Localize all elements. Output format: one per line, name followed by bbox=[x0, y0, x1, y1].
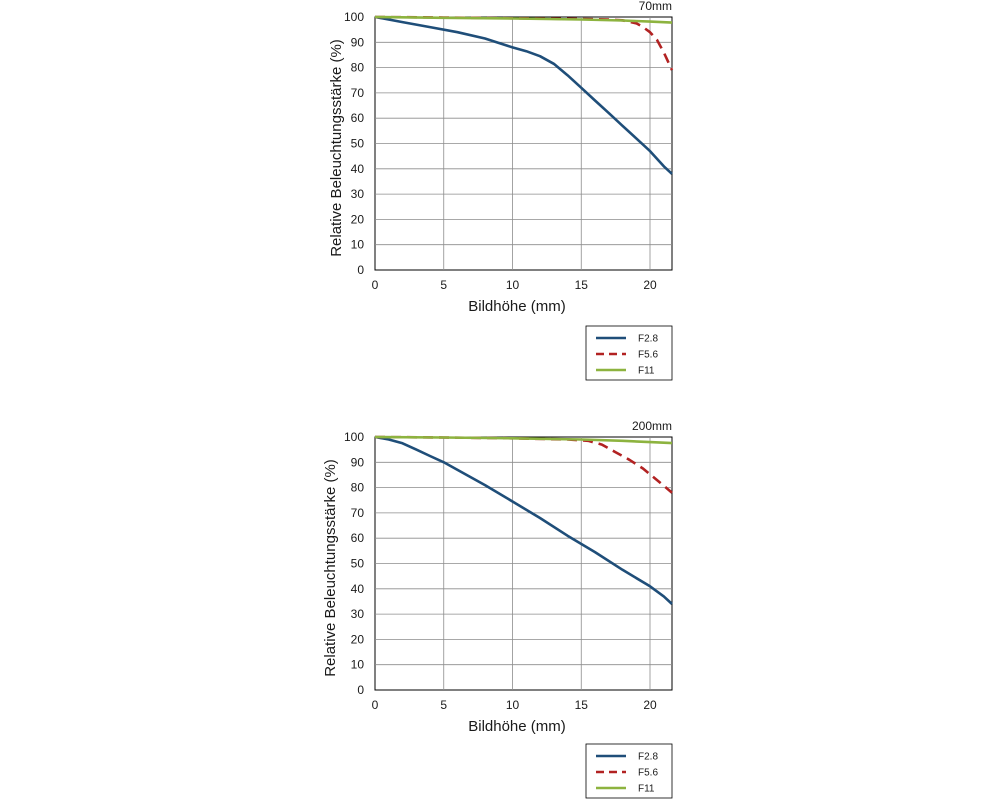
series-lines-200mm bbox=[374, 435, 673, 605]
x-tick-label-200mm: 5 bbox=[440, 698, 447, 712]
y-tick-labels-70mm: 0 10 20 30 40 50 60 70 80 90 100 bbox=[344, 10, 364, 277]
y-tick-label-200mm: 40 bbox=[351, 582, 365, 596]
series-lines-70mm bbox=[374, 15, 674, 175]
y-tick-label-200mm: 20 bbox=[351, 632, 365, 646]
legend-label-f11-70mm: F11 bbox=[638, 366, 655, 377]
legend-label-f28-70mm: F2.8 bbox=[638, 334, 658, 345]
x-axis-title-70mm: Bildhöhe (mm) bbox=[468, 298, 566, 315]
chart-title-200mm: 200mm bbox=[632, 419, 672, 433]
legend-200mm: F2.8 F5.6 F11 bbox=[585, 743, 673, 799]
grid-70mm bbox=[375, 17, 672, 270]
y-tick-label-200mm: 90 bbox=[351, 455, 365, 469]
y-tick-label-200mm: 80 bbox=[351, 481, 365, 495]
x-tick-label-70mm: 10 bbox=[506, 278, 520, 292]
y-tick-label-70mm: 50 bbox=[351, 137, 365, 151]
y-tick-label-70mm: 10 bbox=[351, 238, 365, 252]
y-tick-label-200mm: 50 bbox=[351, 557, 365, 571]
legend-label-f56-70mm: F5.6 bbox=[638, 350, 658, 361]
y-tick-label-70mm: 40 bbox=[351, 162, 365, 176]
y-axis-title-70mm: Relative Beleuchtungsstärke (%) bbox=[328, 39, 345, 257]
x-tick-label-200mm: 15 bbox=[575, 698, 589, 712]
grid-200mm bbox=[375, 437, 672, 690]
x-tick-label-70mm: 5 bbox=[440, 278, 447, 292]
y-tick-label-200mm: 70 bbox=[351, 506, 365, 520]
chart-70mm: 0 10 20 30 40 50 60 70 80 90 100 0 5 10 15 20 70mm Bil… bbox=[328, 0, 674, 381]
y-tick-label-70mm: 20 bbox=[351, 212, 365, 226]
y-axis-title-200mm: Relative Beleuchtungsstärke (%) bbox=[322, 459, 339, 677]
series-line-f11-200mm bbox=[374, 435, 673, 445]
y-tick-labels-200mm: 0 10 20 30 40 50 60 70 80 90 100 bbox=[344, 430, 364, 697]
y-tick-label-70mm: 90 bbox=[351, 35, 365, 49]
y-tick-label-70mm: 0 bbox=[357, 263, 364, 277]
y-tick-label-200mm: 100 bbox=[344, 430, 364, 444]
series-line-f28-200mm bbox=[374, 435, 673, 605]
y-tick-label-70mm: 70 bbox=[351, 86, 365, 100]
legend-label-f11-200mm: F11 bbox=[638, 784, 655, 795]
legend-label-f28-200mm: F2.8 bbox=[638, 752, 658, 763]
y-tick-label-70mm: 100 bbox=[344, 10, 364, 24]
x-tick-label-70mm: 20 bbox=[643, 278, 657, 292]
legend-label-f56-200mm: F5.6 bbox=[638, 768, 658, 779]
y-tick-label-200mm: 30 bbox=[351, 607, 365, 621]
y-tick-label-200mm: 10 bbox=[351, 658, 365, 672]
x-tick-label-200mm: 20 bbox=[643, 698, 657, 712]
chart-200mm: 0 10 20 30 40 50 60 70 80 90 100 0 5 10 15 20 200mm Bi… bbox=[322, 419, 673, 799]
x-axis-title-200mm: Bildhöhe (mm) bbox=[468, 718, 566, 735]
series-line-f28-70mm bbox=[374, 15, 673, 175]
chart-title-70mm: 70mm bbox=[639, 0, 672, 13]
x-tick-label-70mm: 15 bbox=[575, 278, 589, 292]
x-tick-labels-200mm: 0 5 10 15 20 bbox=[372, 698, 657, 712]
y-tick-label-70mm: 80 bbox=[351, 61, 365, 75]
legend-70mm: F2.8 F5.6 F11 bbox=[585, 325, 673, 381]
y-tick-label-200mm: 0 bbox=[357, 683, 364, 697]
y-tick-label-200mm: 60 bbox=[351, 531, 365, 545]
x-tick-label-70mm: 0 bbox=[372, 278, 379, 292]
x-tick-label-200mm: 10 bbox=[506, 698, 520, 712]
series-line-f56-200mm bbox=[374, 435, 673, 494]
y-tick-label-70mm: 30 bbox=[351, 187, 365, 201]
series-line-f11-70mm bbox=[374, 15, 673, 24]
x-tick-labels-70mm: 0 5 10 15 20 bbox=[372, 278, 657, 292]
series-line-f56-70mm bbox=[374, 15, 674, 71]
x-tick-label-200mm: 0 bbox=[372, 698, 379, 712]
y-tick-label-70mm: 60 bbox=[351, 111, 365, 125]
